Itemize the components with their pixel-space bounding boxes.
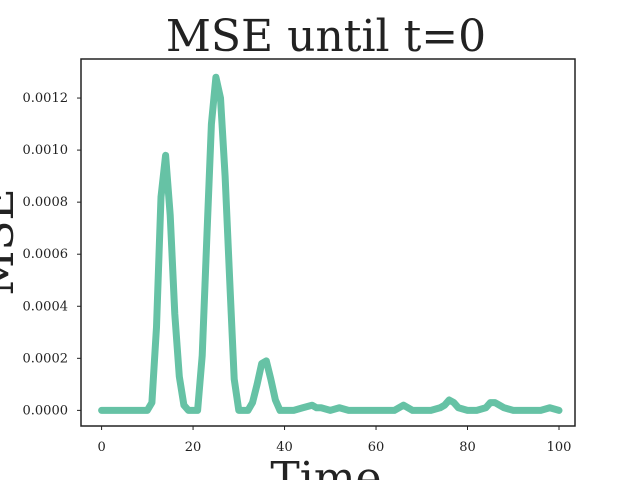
y-tick-label: 0.0004 <box>23 299 69 314</box>
y-tick-label: 0.0000 <box>23 403 69 418</box>
x-tick-label: 0 <box>97 440 105 455</box>
y-tick-label: 0.0008 <box>23 195 69 210</box>
y-axis: 0.0000 0.0002 0.0004 0.0006 0.0008 0.0010 0.00… <box>23 91 81 418</box>
y-tick-label: 0.0006 <box>23 247 69 262</box>
chart-title: MSE until t=0 <box>166 11 486 62</box>
x-tick-label: 60 <box>368 440 385 455</box>
x-tick-label: 100 <box>547 440 572 455</box>
y-tick-label: 0.0002 <box>23 351 69 366</box>
x-axis-label: Time <box>270 453 381 480</box>
x-axis: 0 20 40 60 80 100 <box>97 426 571 455</box>
y-tick-label: 0.0012 <box>23 91 69 106</box>
series-line <box>98 73 563 414</box>
y-tick-label: 0.0010 <box>23 143 69 158</box>
x-tick-label: 20 <box>185 440 202 455</box>
x-tick-label: 40 <box>276 440 293 455</box>
series-group <box>98 73 563 414</box>
y-axis-label: MSE <box>0 188 24 295</box>
plot-frame <box>80 58 576 427</box>
x-tick-label: 80 <box>459 440 476 455</box>
